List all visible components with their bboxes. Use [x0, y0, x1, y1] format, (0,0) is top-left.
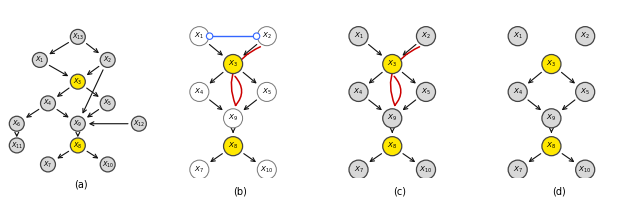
- Text: $X_{7}$: $X_{7}$: [44, 159, 52, 170]
- Text: $X_{7}$: $X_{7}$: [353, 164, 364, 175]
- Text: (b): (b): [234, 186, 247, 196]
- Text: $X_{5}$: $X_{5}$: [421, 87, 431, 97]
- Circle shape: [383, 55, 402, 74]
- Text: $X_{8}$: $X_{8}$: [228, 141, 238, 151]
- FancyArrowPatch shape: [231, 47, 260, 105]
- Text: $X_{10}$: $X_{10}$: [102, 159, 114, 170]
- Circle shape: [223, 55, 243, 74]
- Text: $X_{9}$: $X_{9}$: [228, 113, 238, 123]
- Text: $X_{1}$: $X_{1}$: [513, 31, 523, 41]
- Text: $X_{5}$: $X_{5}$: [262, 87, 272, 97]
- Circle shape: [417, 82, 436, 101]
- Circle shape: [10, 138, 24, 153]
- Circle shape: [383, 137, 402, 156]
- Text: $X_{10}$: $X_{10}$: [419, 164, 433, 175]
- Circle shape: [223, 137, 243, 156]
- Circle shape: [70, 116, 85, 131]
- Circle shape: [40, 157, 56, 172]
- Circle shape: [257, 27, 276, 46]
- Text: $X_{2}$: $X_{2}$: [262, 31, 272, 41]
- Circle shape: [190, 160, 209, 179]
- Text: $X_{10}$: $X_{10}$: [579, 164, 592, 175]
- Text: $X_{3}$: $X_{3}$: [387, 59, 397, 69]
- Circle shape: [508, 82, 527, 101]
- Circle shape: [10, 116, 24, 131]
- Circle shape: [70, 74, 85, 89]
- Circle shape: [542, 55, 561, 74]
- Text: $X_{8}$: $X_{8}$: [387, 141, 397, 151]
- Text: (a): (a): [74, 180, 88, 190]
- Circle shape: [33, 52, 47, 68]
- Text: $X_{6}$: $X_{6}$: [12, 119, 22, 129]
- Text: $X_{5}$: $X_{5}$: [103, 98, 113, 109]
- Circle shape: [575, 160, 595, 179]
- Circle shape: [223, 109, 243, 128]
- FancyArrowPatch shape: [390, 47, 420, 105]
- Circle shape: [575, 27, 595, 46]
- Circle shape: [417, 27, 436, 46]
- Text: $X_{10}$: $X_{10}$: [260, 164, 273, 175]
- Text: $X_{8}$: $X_{8}$: [547, 141, 557, 151]
- Circle shape: [100, 157, 115, 172]
- Text: $X_{2}$: $X_{2}$: [103, 55, 113, 65]
- Text: $X_{5}$: $X_{5}$: [580, 87, 590, 97]
- Text: $X_{9}$: $X_{9}$: [547, 113, 557, 123]
- Text: $X_{3}$: $X_{3}$: [228, 59, 238, 69]
- Circle shape: [100, 96, 115, 111]
- Circle shape: [508, 27, 527, 46]
- Circle shape: [190, 27, 209, 46]
- Text: $X_{7}$: $X_{7}$: [513, 164, 523, 175]
- Circle shape: [257, 160, 276, 179]
- Text: $X_{1}$: $X_{1}$: [195, 31, 204, 41]
- Text: (d): (d): [552, 186, 566, 196]
- Text: $X_{8}$: $X_{8}$: [73, 140, 83, 150]
- Text: $X_{1}$: $X_{1}$: [35, 55, 45, 65]
- Text: $X_{2}$: $X_{2}$: [421, 31, 431, 41]
- Circle shape: [508, 160, 527, 179]
- FancyArrowPatch shape: [394, 76, 401, 105]
- Circle shape: [206, 33, 213, 39]
- Text: $X_{13}$: $X_{13}$: [72, 32, 84, 42]
- Circle shape: [542, 109, 561, 128]
- Circle shape: [131, 116, 147, 131]
- Circle shape: [575, 82, 595, 101]
- Circle shape: [383, 109, 402, 128]
- FancyArrowPatch shape: [235, 76, 242, 105]
- Circle shape: [70, 29, 85, 44]
- Circle shape: [349, 27, 368, 46]
- Circle shape: [190, 82, 209, 101]
- Circle shape: [257, 82, 276, 101]
- Text: $X_{4}$: $X_{4}$: [44, 98, 52, 109]
- Text: $X_{2}$: $X_{2}$: [580, 31, 590, 41]
- Circle shape: [70, 138, 85, 153]
- Text: $X_{3}$: $X_{3}$: [73, 77, 83, 87]
- Circle shape: [40, 96, 56, 111]
- Circle shape: [100, 52, 115, 68]
- Text: $X_{11}$: $X_{11}$: [11, 140, 23, 150]
- Text: $X_{4}$: $X_{4}$: [195, 87, 204, 97]
- Text: $X_{1}$: $X_{1}$: [353, 31, 364, 41]
- Text: $X_{12}$: $X_{12}$: [132, 119, 145, 129]
- Text: (c): (c): [393, 186, 406, 196]
- Text: $X_{4}$: $X_{4}$: [513, 87, 523, 97]
- Circle shape: [349, 82, 368, 101]
- Circle shape: [542, 137, 561, 156]
- Text: $X_{9}$: $X_{9}$: [387, 113, 397, 123]
- Text: $X_{4}$: $X_{4}$: [353, 87, 364, 97]
- Text: $X_{7}$: $X_{7}$: [195, 164, 204, 175]
- Circle shape: [253, 33, 260, 39]
- Circle shape: [349, 160, 368, 179]
- Circle shape: [417, 160, 436, 179]
- Text: $X_{9}$: $X_{9}$: [73, 119, 83, 129]
- Text: $X_{3}$: $X_{3}$: [547, 59, 556, 69]
